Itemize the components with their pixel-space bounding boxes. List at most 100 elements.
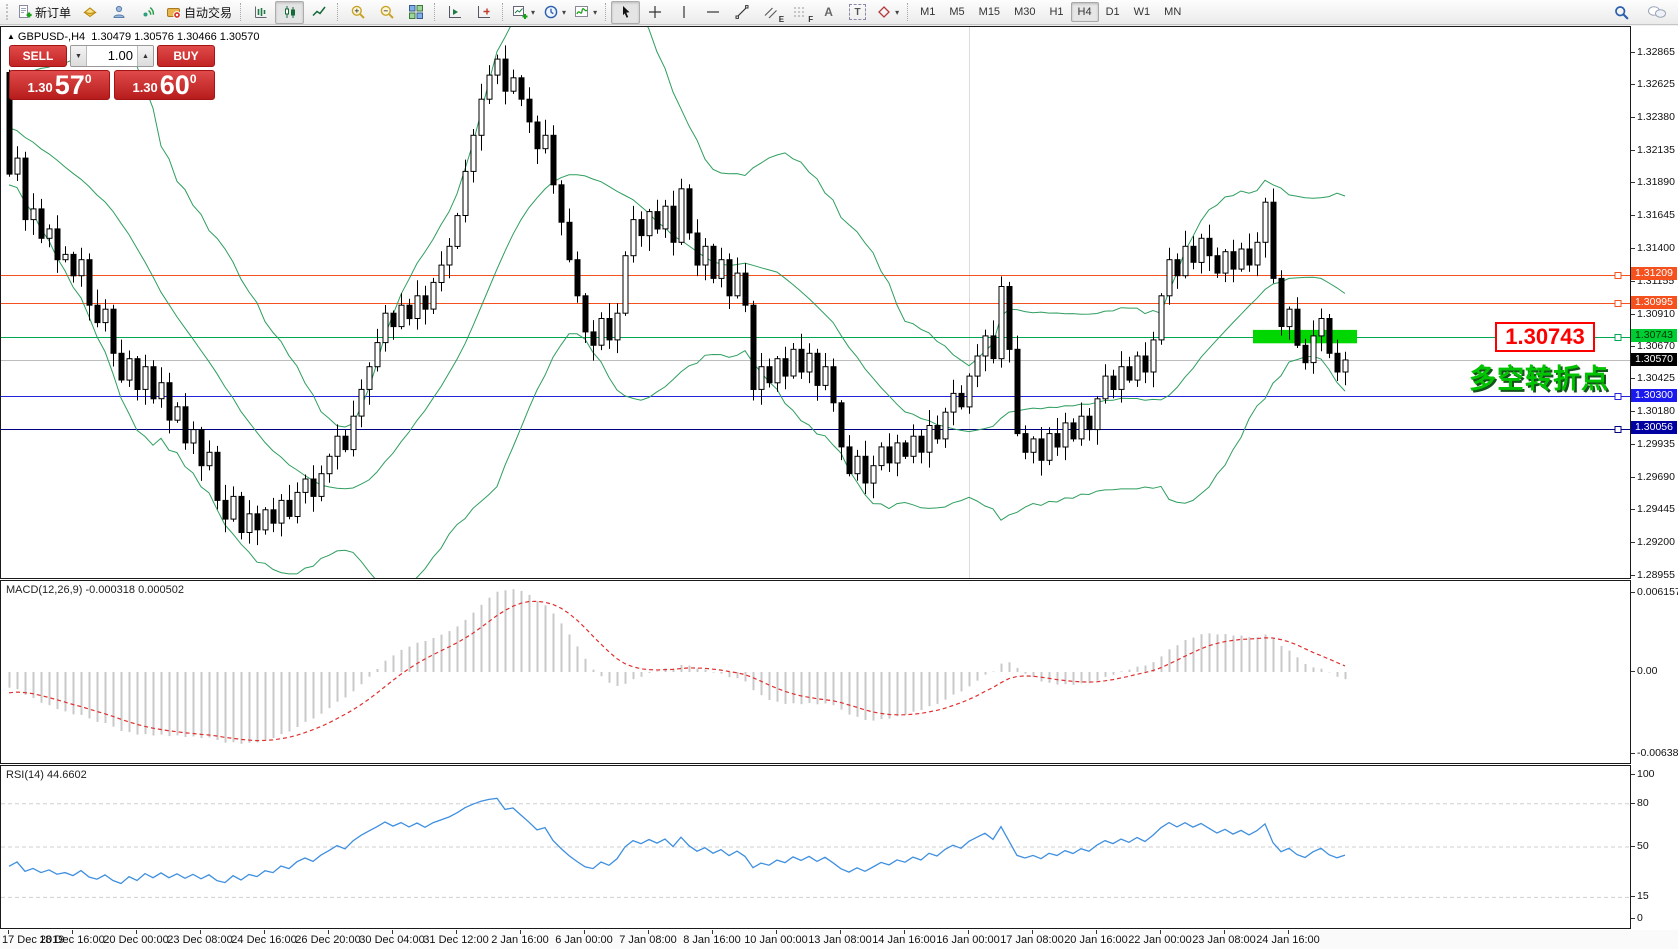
price-axis-label: 1.32135 [1631, 144, 1675, 156]
gold-button[interactable] [75, 1, 104, 24]
timeframe-m1[interactable]: M1 [920, 6, 936, 18]
tile-windows-button[interactable] [401, 1, 430, 24]
time-axis-label: 20 Dec 00:00 [103, 934, 169, 946]
price-axis[interactable]: 1.32865 1.32625 1.32380 1.32135 1.31890 1.316… [1631, 26, 1678, 581]
cursor-button[interactable] [611, 0, 641, 24]
tile-windows-icon [408, 4, 424, 20]
volume-increase-button[interactable]: ▲ [137, 46, 153, 66]
crosshair-icon [647, 4, 663, 20]
clock-icon [543, 4, 559, 20]
profile-button[interactable] [104, 1, 133, 24]
collapse-triangle-icon[interactable]: ▲ [7, 32, 15, 41]
macd-axis-label: 0.006157 [1631, 586, 1678, 598]
buy-price-display[interactable]: 1.30 60 0 [114, 70, 215, 100]
timeframe-d1[interactable]: D1 [1105, 6, 1120, 18]
text-label-icon: T [849, 4, 867, 20]
zoom-in-button[interactable] [343, 1, 372, 24]
candles-layer [6, 45, 1349, 546]
volume-value[interactable]: 1.00 [107, 48, 133, 63]
chart-ohlc: 1.30479 1.30576 1.30466 1.30570 [91, 31, 260, 43]
toolbar-separator [907, 3, 909, 21]
text-icon: A [824, 5, 833, 19]
indicators-button[interactable]: ▾ [570, 1, 601, 24]
time-axis-label: 22 Jan 00:00 [1128, 934, 1192, 946]
price-axis-label: 1.29935 [1631, 438, 1675, 450]
price-level-tag: 1.30300 [1631, 388, 1677, 402]
chat-button[interactable] [1642, 1, 1671, 24]
line-chart-button[interactable] [304, 1, 333, 24]
zoom-out-icon [379, 4, 395, 20]
macd-canvas [8, 589, 1347, 744]
sell-price-display[interactable]: 1.30 57 0 [9, 70, 110, 100]
volume-decrease-button[interactable]: ▼ [71, 46, 87, 66]
zoom-out-button[interactable] [372, 1, 401, 24]
auto-trading-label: 自动交易 [184, 5, 233, 20]
macd-label: MACD(12,26,9) -0.000318 0.000502 [6, 584, 184, 596]
auto-trading-button[interactable]: 自动交易 [162, 1, 236, 24]
sell-button[interactable]: SELL [9, 45, 67, 67]
toolbar-separator [605, 3, 607, 21]
shapes-button[interactable]: ▾ [872, 1, 903, 24]
auto-scroll-icon [476, 4, 492, 20]
time-axis-tick [392, 930, 393, 934]
chart-shift-button[interactable] [440, 1, 469, 24]
price-axis-label: 1.31400 [1631, 242, 1675, 254]
rsi-line [8, 797, 1346, 885]
rsi-axis: 100 80 50 15 0 [1631, 765, 1678, 929]
buy-price-prefix: 1.30 [132, 80, 158, 95]
rsi-axis-label: 50 [1631, 840, 1649, 852]
buy-button[interactable]: BUY [157, 45, 215, 67]
auto-scroll-button[interactable] [469, 1, 498, 24]
crosshair-button[interactable] [640, 1, 669, 24]
horizontal-line-button[interactable] [698, 1, 727, 24]
main-chart-panel[interactable]: ▲ GBPUSD-,H4 1.30479 1.30576 1.30466 1.30… [0, 26, 1631, 579]
rsi-canvas [1, 797, 1630, 898]
time-axis-label: 23 Jan 08:00 [1192, 934, 1256, 946]
text-button[interactable]: A [814, 1, 843, 24]
chevron-down-icon: ▾ [562, 7, 567, 17]
macd-histogram [8, 589, 1347, 744]
timeframe-mn[interactable]: MN [1164, 6, 1182, 18]
periods-button[interactable]: ▾ [539, 1, 570, 24]
price-level-tag: 1.30995 [1631, 295, 1677, 309]
timeframe-m5[interactable]: M5 [949, 6, 965, 18]
turning-point-note[interactable]: 多空转折点 [1469, 364, 1609, 394]
toolbar-grip[interactable] [6, 4, 10, 20]
price-axis-label: 1.32625 [1631, 78, 1675, 90]
rsi-label: RSI(14) 44.6602 [6, 769, 87, 781]
equidistant-channel-button[interactable]: E [756, 1, 785, 24]
main-chart-canvas[interactable] [1, 27, 1630, 578]
new-order-button[interactable]: 新订单 [13, 1, 75, 24]
timeframe-h4[interactable]: H4 [1070, 2, 1099, 22]
line-chart-icon [311, 4, 327, 20]
timeframe-m30[interactable]: M30 [1014, 6, 1036, 18]
macd-panel[interactable]: MACD(12,26,9) -0.000318 0.000502 [0, 580, 1631, 764]
rsi-axis-label: 15 [1631, 890, 1649, 902]
fibonacci-button[interactable]: F [785, 1, 814, 24]
price-annotation-box[interactable]: 1.30743 [1495, 322, 1595, 352]
rsi-axis-label: 80 [1631, 797, 1649, 809]
timeframe-m15[interactable]: M15 [978, 6, 1001, 18]
time-axis-tick [264, 930, 265, 934]
search-button[interactable] [1607, 1, 1636, 24]
signal-button[interactable] [133, 1, 162, 24]
rsi-panel[interactable]: RSI(14) 44.6602 [0, 765, 1631, 929]
chart-area: ▲ GBPUSD-,H4 1.30479 1.30576 1.30466 1.30… [0, 26, 1678, 949]
bar-chart-icon [253, 4, 269, 20]
candlestick-chart-button[interactable] [275, 0, 305, 24]
timeframe-w1[interactable]: W1 [1133, 6, 1151, 18]
time-axis-label: 31 Dec 12:00 [423, 934, 489, 946]
vertical-line-button[interactable] [669, 1, 698, 24]
timeframe-h1[interactable]: H1 [1049, 6, 1064, 18]
bar-chart-button[interactable] [246, 1, 275, 24]
price-level-tag: 1.30743 [1631, 329, 1677, 343]
trendline-button[interactable] [727, 1, 756, 24]
chat-icon [1647, 4, 1667, 20]
time-axis-label: 20 Jan 16:00 [1064, 934, 1128, 946]
time-axis[interactable]: 17 Dec 2019 18 Dec 16:00 20 Dec 00:00 23 De… [0, 930, 1678, 949]
time-axis-label: 17 Jan 08:00 [1000, 934, 1064, 946]
price-axis-label: 1.29445 [1631, 503, 1675, 515]
price-axis-label: 1.30910 [1631, 308, 1675, 320]
text-label-button[interactable]: T [843, 1, 872, 24]
new-chart-button[interactable]: ▾ [508, 1, 539, 24]
